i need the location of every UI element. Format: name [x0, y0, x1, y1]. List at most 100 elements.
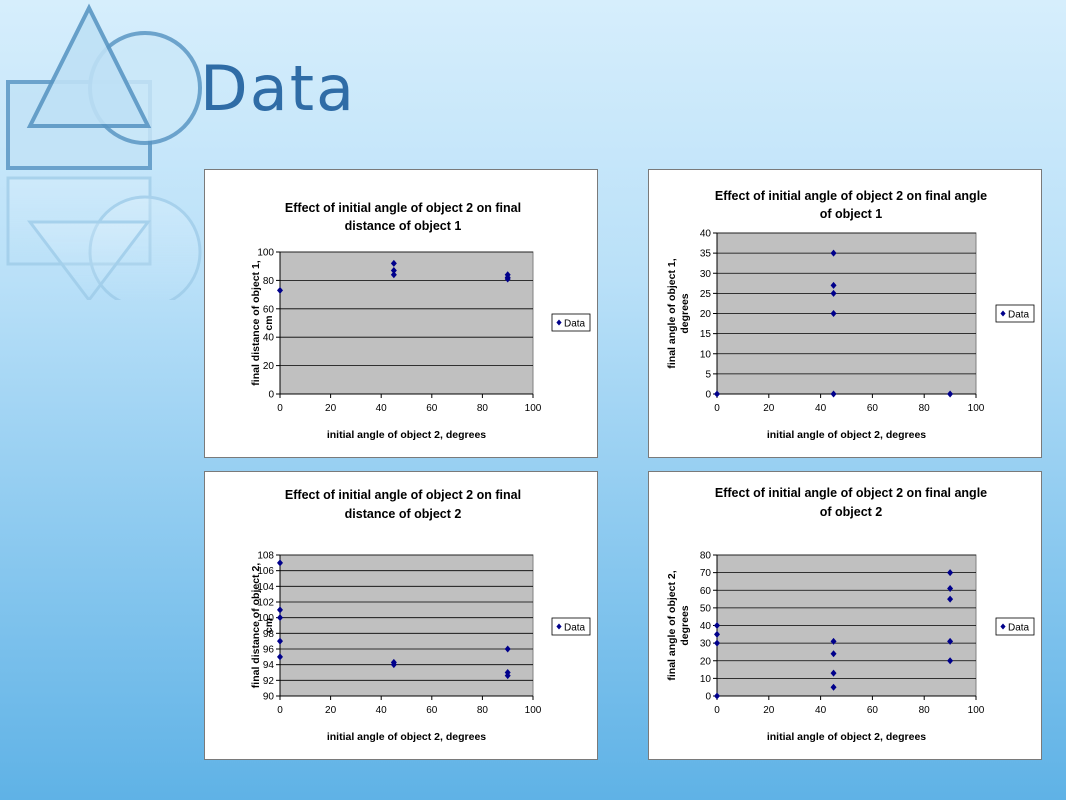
data-point [830, 390, 837, 398]
scatter-chart-2: 0 5 10 15 20 25 30 35 40 0 20 40 60 80 100 Effect of in… [666, 189, 1035, 441]
data-point [830, 637, 837, 645]
data-point [830, 650, 837, 658]
legend-box [995, 304, 1035, 323]
data-point [947, 390, 954, 398]
y-tick-label: 50 [700, 603, 712, 614]
y-tick-label: 40 [700, 229, 712, 240]
y-tick-label: 5 [705, 369, 711, 380]
data-point [714, 630, 720, 638]
chart-title-line: of object 1 [820, 207, 883, 221]
data-point [947, 637, 954, 645]
data-point [277, 286, 283, 294]
legend-marker [556, 623, 562, 630]
x-axis-label: initial angle of object 2, degrees [327, 429, 486, 441]
x-tick-label: 100 [968, 403, 985, 414]
data-point [504, 645, 511, 653]
chart-panel-1: 0 20 40 60 80 100 0 20 40 60 80 100 Effect of initia… [204, 169, 598, 458]
data-point [830, 249, 837, 257]
x-tick-label: 0 [714, 403, 720, 414]
x-tick-label: 60 [426, 403, 438, 414]
data-point [277, 637, 283, 645]
x-tick-label: 20 [325, 403, 337, 414]
y-tick-label: 25 [700, 289, 712, 300]
data-point [830, 683, 837, 691]
y-tick-label: 60 [263, 304, 275, 315]
y-tick-label: 20 [700, 656, 712, 667]
x-tick-label: 80 [477, 705, 489, 716]
y-tick-label: 30 [700, 639, 712, 650]
chart-title-line: Effect of initial angle of object 2 on f… [285, 201, 521, 215]
y-tick-label: 104 [257, 582, 274, 593]
y-tick-label: 20 [263, 361, 275, 372]
y-tick-label: 40 [700, 621, 712, 632]
data-point [714, 622, 720, 629]
y-axis-label-line: final distance of object 2, [250, 563, 262, 689]
data-point [277, 614, 283, 622]
legend: Data [551, 617, 591, 636]
y-tick-label: 10 [700, 674, 712, 685]
data-point [947, 595, 954, 603]
data-point [714, 639, 720, 647]
x-tick-label: 80 [477, 403, 489, 414]
y-tick-label: 15 [700, 329, 712, 340]
y-tick-label: 30 [700, 269, 712, 280]
x-tick-label: 40 [815, 403, 827, 414]
y-tick-label: 0 [705, 390, 711, 401]
data-point [830, 669, 837, 677]
x-tick-label: 20 [763, 403, 775, 414]
data-point [504, 271, 511, 279]
y-tick-label: 10 [700, 349, 712, 360]
chart-panel-4: 0 10 20 30 40 50 60 70 80 0 20 40 60 80 100 Effect of i… [648, 471, 1042, 760]
data-point [947, 569, 954, 577]
plot-area [279, 554, 534, 697]
y-tick-label: 106 [257, 566, 274, 577]
x-tick-label: 0 [277, 403, 283, 414]
chart-title-line: Effect of initial angle of object 2 on f… [715, 486, 987, 500]
legend-marker [1000, 623, 1006, 630]
chart-panel-3: 90 92 94 96 98 100 102 104 106 108 0 20 40 60 80 100 Eff… [204, 471, 598, 760]
x-tick-label: 100 [968, 705, 985, 716]
chart-title-line: distance of object 2 [345, 507, 462, 521]
y-tick-label: 90 [263, 692, 275, 703]
y-tick-label: 102 [257, 598, 274, 609]
chart-title-line: Effect of initial angle of object 2 on f… [285, 488, 521, 502]
legend-marker [1000, 310, 1006, 317]
y-axis-label-line: final angle of object 1, [666, 258, 678, 368]
shapes-reflection [6, 176, 202, 300]
legend-marker [556, 319, 562, 326]
scatter-chart-4: 0 10 20 30 40 50 60 70 80 0 20 40 60 80 100 Effect of i… [666, 486, 1035, 743]
y-axis-label-line: cm [263, 618, 275, 633]
y-axis-label-line: final angle of object 2, [666, 570, 678, 680]
data-point [277, 559, 283, 567]
y-tick-label: 0 [268, 390, 274, 401]
y-tick-label: 20 [700, 309, 712, 320]
y-tick-label: 100 [257, 248, 274, 259]
triangle-shape-icon [26, 3, 152, 128]
y-axis-label-line: final distance of object 1, [250, 260, 262, 386]
legend: Data [551, 313, 591, 332]
legend: Data [995, 304, 1035, 323]
data-point [947, 657, 954, 665]
decorative-shapes [6, 3, 202, 300]
data-point [830, 281, 837, 289]
y-tick-label: 70 [700, 568, 712, 579]
x-tick-label: 60 [867, 705, 879, 716]
data-point [947, 584, 954, 592]
x-tick-label: 80 [919, 403, 931, 414]
legend-label: Data [564, 623, 586, 634]
x-tick-label: 0 [714, 705, 720, 716]
data-point [390, 266, 397, 274]
x-axis-label: initial angle of object 2, degrees [767, 429, 926, 441]
legend: Data [995, 617, 1035, 636]
x-tick-label: 20 [325, 705, 337, 716]
y-axis-label-line: cm [263, 315, 275, 330]
slide-title: Data [200, 52, 357, 125]
x-tick-label: 100 [525, 403, 542, 414]
data-point [714, 390, 720, 398]
y-tick-label: 35 [700, 249, 712, 260]
x-tick-label: 60 [426, 705, 438, 716]
legend-label: Data [564, 319, 586, 330]
data-point [830, 310, 837, 317]
x-axis-label: initial angle of object 2, degrees [767, 731, 926, 743]
